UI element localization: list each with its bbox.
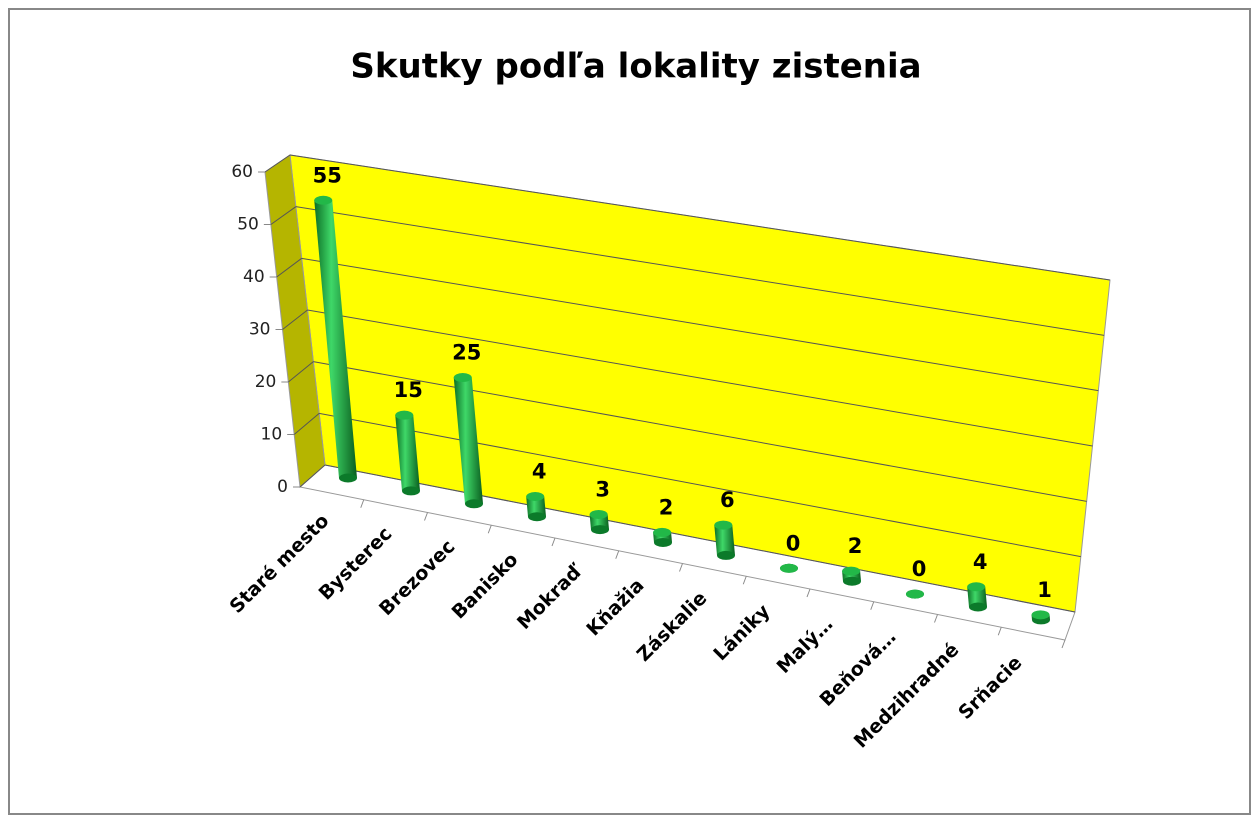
bar (967, 582, 987, 612)
bar-body (395, 415, 420, 491)
x-tick-mark (870, 601, 875, 610)
bar (453, 373, 483, 509)
x-tick-mark (742, 576, 747, 585)
y-tick-label: 20 (255, 372, 277, 392)
grid-line (288, 361, 314, 383)
y-tick-label: 50 (237, 215, 259, 235)
bar (906, 589, 924, 599)
bar (714, 520, 735, 560)
value-label: 2 (848, 534, 863, 558)
bar-top (967, 582, 986, 592)
bar-top (526, 492, 545, 501)
bar-top (589, 509, 608, 519)
x-tick-mark (806, 588, 811, 598)
bar-base (717, 550, 735, 560)
value-label: 3 (595, 477, 610, 501)
value-label: 0 (786, 531, 801, 555)
value-label: 0 (912, 557, 927, 581)
grid-line (301, 257, 1099, 392)
x-tick-mark (487, 525, 492, 534)
grid-line (307, 309, 1093, 447)
y-tick-label: 60 (231, 162, 253, 182)
value-label: 55 (313, 163, 342, 187)
value-label: 15 (394, 378, 423, 402)
bar (526, 492, 546, 522)
x-tick-mark (1061, 639, 1066, 649)
grid-line (313, 361, 1087, 502)
bar-top (780, 563, 798, 573)
x-tick-mark (615, 550, 620, 559)
bar-top (842, 566, 861, 576)
bar-top (714, 520, 733, 530)
value-label: 2 (659, 495, 674, 519)
bar-top (906, 589, 924, 599)
value-label: 6 (720, 488, 735, 512)
bar-body (714, 525, 735, 556)
bar-base (654, 538, 672, 547)
bar (780, 563, 798, 573)
bar-body (526, 496, 546, 517)
value-label: 4 (973, 550, 988, 574)
bar-base (528, 512, 546, 522)
bar-top (1031, 610, 1050, 620)
y-tick-label: 0 (277, 477, 288, 497)
grid-line (295, 206, 1105, 336)
bar-top (395, 410, 414, 420)
grid-line (319, 412, 1081, 558)
bar-base (465, 499, 483, 509)
bar-top (653, 527, 672, 537)
x-tick-mark (997, 627, 1002, 636)
y-tick-label: 30 (249, 320, 271, 340)
x-tick-mark (424, 512, 428, 521)
chart-title: Skutky podľa lokality zistenia (350, 47, 921, 87)
bar (395, 410, 420, 496)
bar-body (453, 377, 483, 504)
bar (1031, 610, 1050, 625)
grid-line (270, 206, 297, 225)
bar-body (314, 200, 357, 478)
bar-top (453, 373, 472, 383)
bar (589, 509, 609, 535)
grid-line (299, 464, 326, 488)
bar (842, 566, 861, 586)
grid-line (264, 154, 291, 173)
bar-base (402, 486, 420, 496)
grid-line (293, 412, 320, 435)
x-tick-mark (360, 499, 365, 508)
x-tick-mark (551, 537, 556, 547)
value-label: 1 (1037, 578, 1052, 602)
grid-line (324, 464, 1076, 613)
bar-base (969, 602, 987, 612)
bar-base (339, 473, 357, 483)
bar (653, 527, 672, 547)
x-tick-mark (934, 614, 938, 623)
y-tick-label: 40 (243, 267, 265, 287)
bar-base (843, 576, 861, 586)
bar (314, 195, 357, 483)
grid-line (276, 257, 302, 278)
bar-top (314, 195, 333, 205)
grid-line (289, 154, 1111, 281)
bar-body (967, 586, 987, 607)
value-label: 4 (532, 460, 547, 484)
grid-line (282, 309, 308, 330)
value-label: 25 (452, 341, 481, 365)
x-tick-mark (679, 563, 683, 572)
bar-base (591, 525, 609, 535)
y-tick-label: 10 (261, 425, 283, 445)
